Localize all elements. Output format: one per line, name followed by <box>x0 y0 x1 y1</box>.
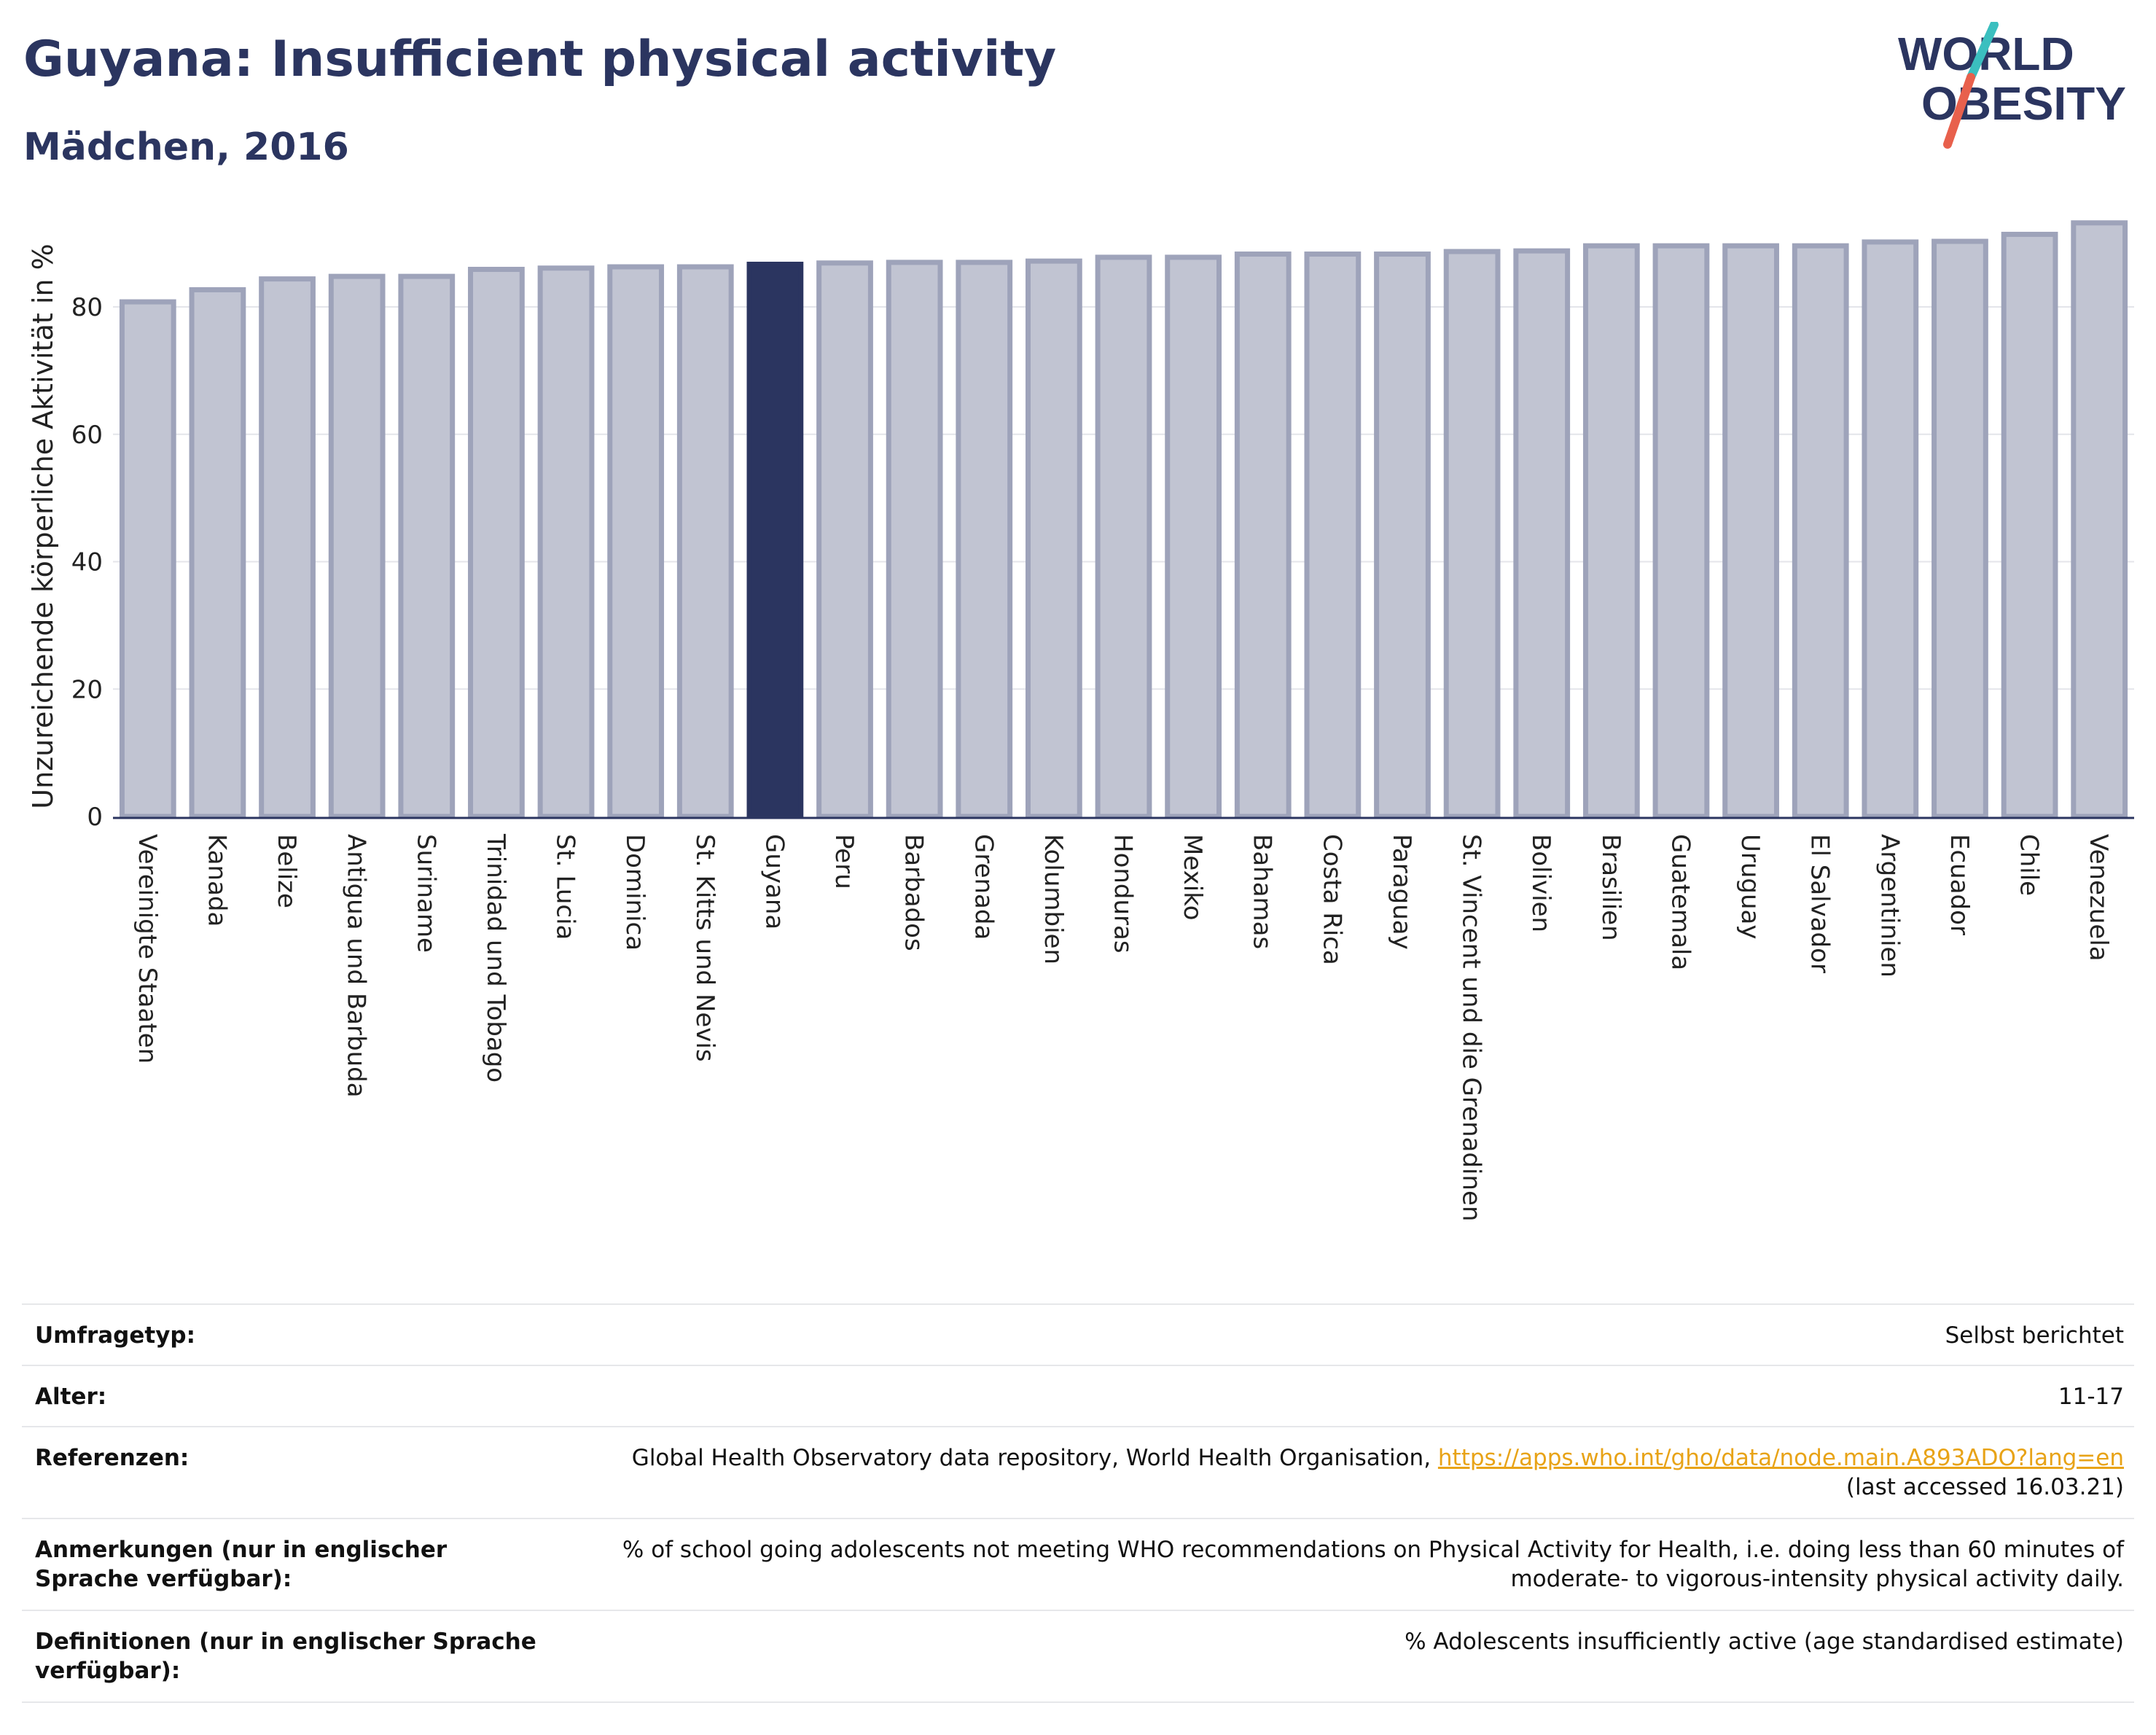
references-label: Referenzen: <box>35 1445 190 1471</box>
x-tick-label: Bahamas <box>1248 834 1277 949</box>
logo-slash-bottom <box>1943 73 1975 149</box>
bar-argentinien[interactable] <box>1862 239 1919 819</box>
info-row-notes: Anmerkungen (nur in englischer Sprache v… <box>22 1518 2134 1610</box>
bar-kolumbien[interactable] <box>1025 258 1082 819</box>
bar-venezuela[interactable] <box>2071 220 2128 819</box>
bar-el-salvador[interactable] <box>1792 243 1849 819</box>
info-row-age: Alter: 11-17 <box>22 1365 2134 1426</box>
bar-uruguay[interactable] <box>1722 243 1779 819</box>
x-tick-label: Bolivien <box>1526 834 1555 932</box>
logo-slash-top <box>1966 22 1999 82</box>
x-tick-label: Honduras <box>1109 834 1138 954</box>
bar-st-vincent-und-die-grenadinen[interactable] <box>1443 249 1501 819</box>
x-tick-label: Guatemala <box>1665 834 1695 970</box>
bars-layer <box>119 220 2128 819</box>
age-value: 11-17 <box>2058 1384 2124 1410</box>
bar-costa-rica[interactable] <box>1304 252 1362 819</box>
world-obesity-logo: WORLD OBESITY <box>1898 22 2126 149</box>
bar-paraguay[interactable] <box>1374 252 1431 819</box>
bar-dominica[interactable] <box>607 264 665 819</box>
notes-value: % of school going adolescents not meetin… <box>622 1537 2124 1592</box>
page-subtitle: Mädchen, 2016 <box>23 125 349 169</box>
x-tick-label: Ecuador <box>1945 834 1974 935</box>
x-tick-label: Trinidad und Tobago <box>481 833 510 1083</box>
bar-antigua-und-barbuda[interactable] <box>328 273 386 819</box>
definitions-label: Definitionen (nur in englischer Sprache … <box>35 1629 536 1684</box>
bar-suriname[interactable] <box>398 273 456 819</box>
x-tick-label: Brasilien <box>1596 834 1625 941</box>
y-tick-label: 40 <box>71 548 103 577</box>
bar-mexiko[interactable] <box>1165 254 1222 819</box>
y-axis-label: Unzureichende körperliche Aktivität in % <box>27 243 59 808</box>
x-tick-label: Mexiko <box>1178 834 1207 921</box>
references-text: Global Health Observatory data repositor… <box>631 1445 1438 1471</box>
x-tick-label: Kanada <box>202 834 231 927</box>
info-row-references: Referenzen: Global Health Observatory da… <box>22 1426 2134 1518</box>
bar-ecuador[interactable] <box>1932 238 1988 819</box>
notes-label: Anmerkungen (nur in englischer Sprache v… <box>35 1537 448 1592</box>
bar-peru[interactable] <box>816 260 873 819</box>
definitions-value: % Adolescents insufficiently active (age… <box>1405 1629 2124 1655</box>
x-tick-label: Chile <box>2015 834 2044 896</box>
bar-belize[interactable] <box>259 276 316 819</box>
info-row-survey-type: Umfragetyp: Selbst berichtet <box>22 1303 2134 1365</box>
survey-type-label: Umfragetyp: <box>35 1322 195 1349</box>
bar-bahamas[interactable] <box>1234 252 1292 819</box>
x-tick-label: El Salvador <box>1805 834 1835 973</box>
y-tick-label: 20 <box>71 675 103 704</box>
bar-chile[interactable] <box>2001 231 2058 819</box>
bar-trinidad-und-tobago[interactable] <box>468 267 525 819</box>
x-tick-label: Argentinien <box>1875 834 1904 978</box>
age-label: Alter: <box>35 1384 107 1410</box>
x-tick-label: Grenada <box>969 834 998 940</box>
bar-st-lucia[interactable] <box>537 265 595 819</box>
references-value: Global Health Observatory data repositor… <box>632 1443 2124 1502</box>
x-tick-label: Barbados <box>899 834 929 951</box>
survey-type-value: Selbst berichtet <box>1945 1322 2124 1349</box>
y-tick-label: 60 <box>71 421 103 450</box>
bar-guatemala[interactable] <box>1652 243 1710 819</box>
x-tick-label: Antigua und Barbuda <box>342 834 371 1098</box>
info-row-definitions: Definitionen (nur in englischer Sprache … <box>22 1610 2134 1703</box>
x-tick-label: Venezuela <box>2084 834 2113 962</box>
x-tick-label: St. Lucia <box>551 834 580 940</box>
x-tick-label: Guyana <box>759 834 789 929</box>
x-tick-label: Costa Rica <box>1317 834 1346 965</box>
x-tick-label: Paraguay <box>1387 834 1416 950</box>
x-tick-label: Belize <box>272 834 301 908</box>
x-labels-layer: Vereinigte Staaten Kanada Belize Antigua un… <box>133 833 2113 1222</box>
x-tick-label: St. Vincent und die Grenadinen <box>1457 834 1486 1222</box>
y-ticks-layer: 0 20 40 60 80 <box>71 293 103 832</box>
x-tick-label: St. Kitts und Nevis <box>690 834 719 1062</box>
y-tick-label: 80 <box>71 293 103 322</box>
bar-guyana[interactable] <box>746 262 804 819</box>
references-accessed: (last accessed 16.03.21) <box>1846 1474 2124 1500</box>
x-tick-label: Kolumbien <box>1039 834 1068 964</box>
references-link[interactable]: https://apps.who.int/gho/data/node.main.… <box>1437 1445 2124 1471</box>
page-title: Guyana: Insufficient physical activity <box>23 31 1057 88</box>
bar-honduras[interactable] <box>1095 254 1152 819</box>
bar-grenada[interactable] <box>956 260 1013 819</box>
info-table: Umfragetyp: Selbst berichtet Alter: 11-1… <box>22 1303 2134 1703</box>
bar-kanada[interactable] <box>189 286 246 819</box>
x-tick-label: Peru <box>829 834 859 889</box>
x-tick-label: Dominica <box>620 834 649 951</box>
bar-chart: 0 20 40 60 80 Vereinigte Staaten Kanada Belize… <box>27 220 2134 1222</box>
bar-brasilien[interactable] <box>1582 243 1640 819</box>
x-tick-label: Vereinigte Staaten <box>133 834 162 1064</box>
bar-barbados[interactable] <box>886 260 943 819</box>
x-tick-label: Uruguay <box>1735 834 1765 940</box>
bar-bolivien[interactable] <box>1513 248 1571 819</box>
x-tick-label: Suriname <box>411 834 440 953</box>
y-tick-label: 0 <box>87 803 103 832</box>
bar-st-kitts-und-nevis[interactable] <box>676 264 734 819</box>
bar-vereinigte-staaten[interactable] <box>119 299 176 819</box>
